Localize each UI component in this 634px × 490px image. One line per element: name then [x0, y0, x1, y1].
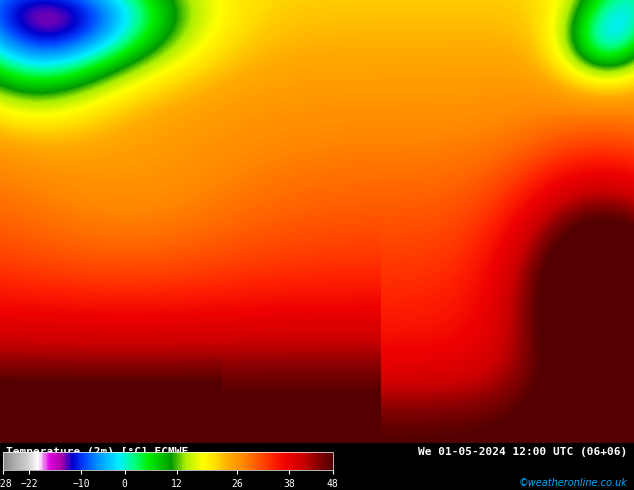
Text: Temperature (2m) [°C] ECMWF: Temperature (2m) [°C] ECMWF — [6, 447, 188, 457]
Text: We 01-05-2024 12:00 UTC (06+06): We 01-05-2024 12:00 UTC (06+06) — [418, 447, 628, 457]
Text: ©weatheronline.co.uk: ©weatheronline.co.uk — [519, 478, 628, 488]
